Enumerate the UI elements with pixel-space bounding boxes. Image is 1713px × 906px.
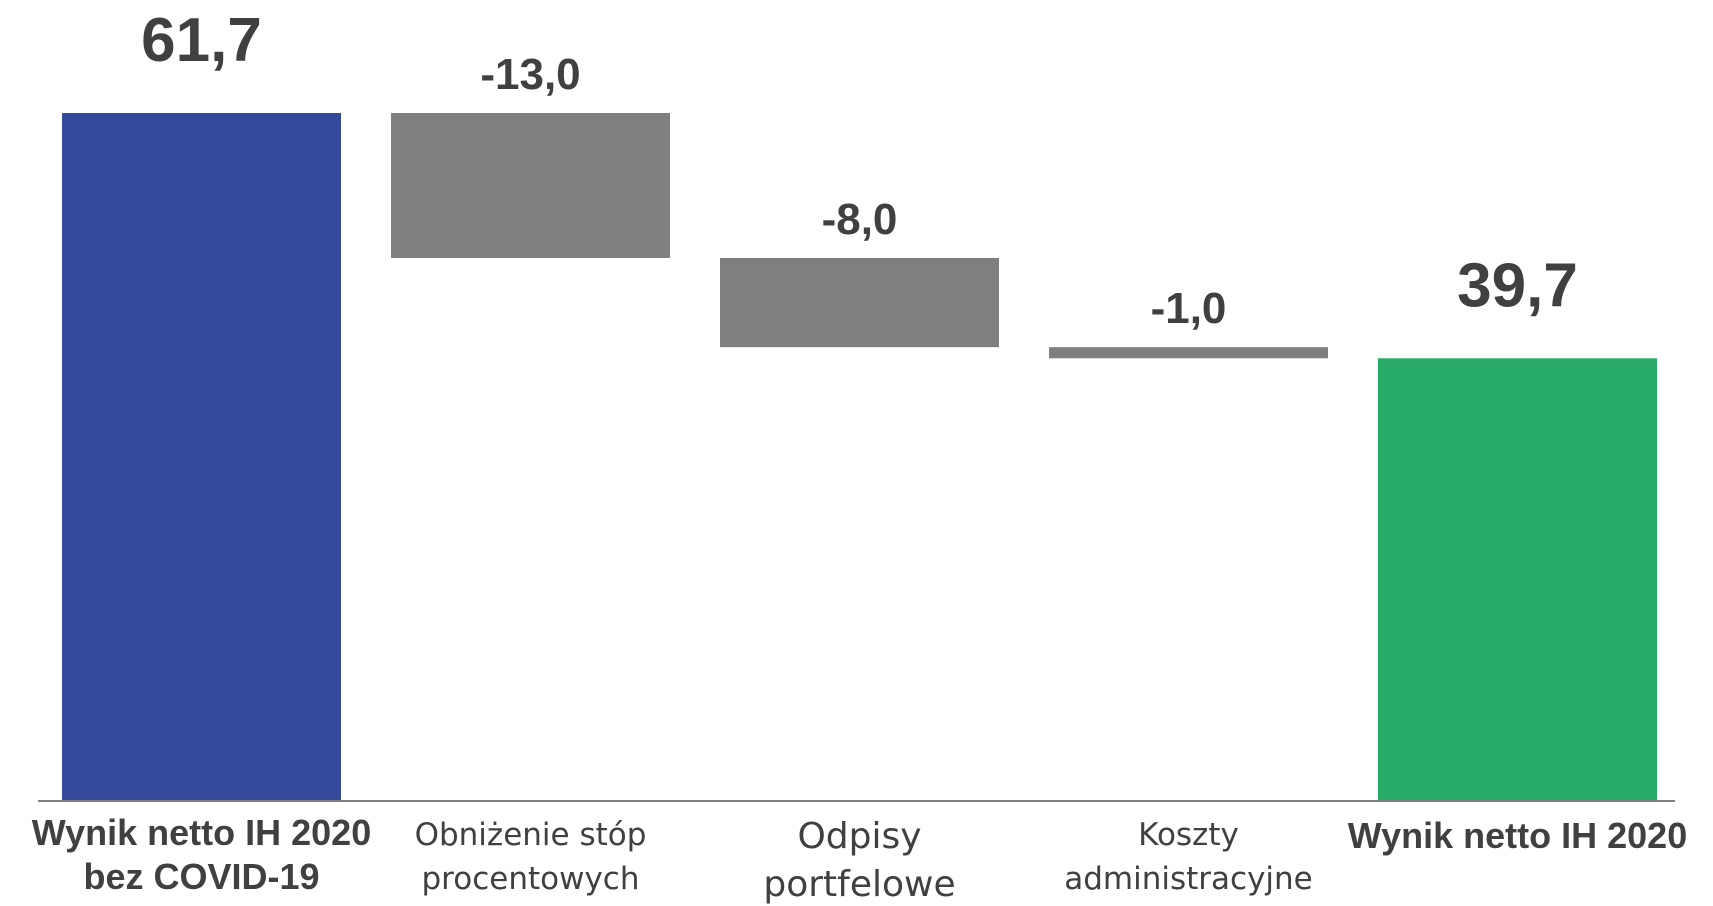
category-label-4-line-0: Wynik netto IH 2020 xyxy=(1348,815,1687,856)
category-label-2-line-0: Odpisy xyxy=(797,816,921,857)
value-label-0: 61,7 xyxy=(141,6,262,75)
bars-group xyxy=(62,113,1657,801)
value-label-3: -1,0 xyxy=(1151,284,1227,333)
bar-4 xyxy=(1378,358,1657,801)
bar-2 xyxy=(720,257,999,348)
value-label-4: 39,7 xyxy=(1457,251,1578,320)
bar-1 xyxy=(391,113,670,258)
category-label-3-line-0: Koszty xyxy=(1138,817,1239,853)
category-label-2-line-1: portfelowe xyxy=(763,864,955,905)
value-label-1: -13,0 xyxy=(480,50,580,99)
value-labels-group: 61,7 -13,0 -8,0 -1,0 39,7 xyxy=(141,6,1578,333)
bar-0 xyxy=(62,113,341,801)
category-label-1-line-1: procentowych xyxy=(422,861,640,897)
category-label-0-line-0: Wynik netto IH 2020 xyxy=(32,812,371,853)
value-label-2: -8,0 xyxy=(822,195,898,244)
category-label-1-line-0: Obniżenie stóp xyxy=(415,817,647,853)
category-label-0-line-1: bez COVID-19 xyxy=(83,856,319,897)
bar-3 xyxy=(1049,347,1328,359)
category-label-3-line-1: administracyjne xyxy=(1064,861,1313,897)
